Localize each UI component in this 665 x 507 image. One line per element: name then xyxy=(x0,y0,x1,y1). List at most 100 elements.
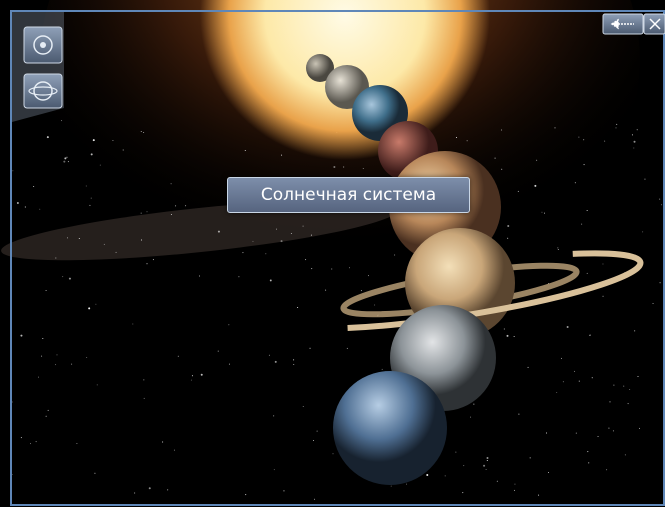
star xyxy=(185,205,187,207)
star xyxy=(103,243,105,245)
star xyxy=(281,154,283,156)
star xyxy=(578,136,580,138)
star xyxy=(190,379,192,381)
star xyxy=(637,375,639,377)
star xyxy=(280,240,283,243)
star xyxy=(513,489,515,491)
star xyxy=(99,164,101,166)
star xyxy=(24,206,26,208)
star xyxy=(302,225,304,227)
star xyxy=(566,326,569,329)
star xyxy=(89,204,91,206)
star xyxy=(348,267,350,269)
star xyxy=(143,131,145,133)
star xyxy=(238,276,240,278)
star xyxy=(578,380,580,382)
star xyxy=(217,350,219,352)
star xyxy=(613,384,615,386)
star xyxy=(228,324,230,326)
star xyxy=(426,474,429,477)
star xyxy=(146,211,148,213)
star xyxy=(494,157,496,159)
star xyxy=(297,307,299,309)
star xyxy=(33,185,35,187)
star xyxy=(583,164,585,166)
star xyxy=(141,239,143,241)
star xyxy=(514,483,516,485)
star xyxy=(346,347,348,349)
star xyxy=(143,397,145,399)
star xyxy=(367,275,369,277)
star xyxy=(148,487,151,490)
star xyxy=(534,184,537,187)
star xyxy=(45,415,47,417)
button-close[interactable] xyxy=(643,13,665,35)
star xyxy=(198,275,200,277)
star xyxy=(47,409,49,411)
star xyxy=(581,223,583,225)
star xyxy=(485,469,487,471)
star xyxy=(41,355,43,357)
button-orbit[interactable] xyxy=(23,73,63,109)
star xyxy=(506,334,509,337)
star xyxy=(242,252,244,254)
star xyxy=(140,130,142,132)
star xyxy=(39,208,41,210)
star xyxy=(623,385,625,387)
button-back[interactable] xyxy=(602,13,644,35)
window-frame xyxy=(10,10,665,506)
star xyxy=(170,213,172,215)
star xyxy=(283,490,285,492)
star xyxy=(574,182,576,184)
star xyxy=(615,127,617,129)
star xyxy=(67,161,69,163)
star xyxy=(536,159,538,161)
star xyxy=(608,427,610,429)
star xyxy=(557,247,559,249)
star xyxy=(362,167,364,169)
star xyxy=(501,129,503,131)
star xyxy=(518,413,520,415)
star xyxy=(588,462,590,464)
star xyxy=(548,471,550,473)
star xyxy=(217,230,220,233)
star xyxy=(557,249,559,251)
star xyxy=(177,355,179,357)
star xyxy=(562,381,564,383)
star xyxy=(503,328,505,330)
title-label: Солнечная система xyxy=(227,177,470,213)
star xyxy=(38,376,40,378)
star xyxy=(61,120,63,122)
mercury xyxy=(306,54,334,82)
star xyxy=(45,290,47,292)
star xyxy=(62,276,64,278)
star xyxy=(561,357,563,359)
star xyxy=(167,489,169,491)
star xyxy=(517,190,519,192)
star xyxy=(507,237,509,239)
star xyxy=(583,139,585,141)
star xyxy=(473,403,475,405)
star xyxy=(486,460,488,462)
star xyxy=(455,451,457,453)
star xyxy=(293,364,295,366)
star xyxy=(633,147,635,149)
star xyxy=(293,359,295,361)
star xyxy=(642,231,644,233)
star xyxy=(273,469,275,471)
star xyxy=(68,277,71,280)
star xyxy=(544,212,546,214)
star xyxy=(631,134,633,136)
star xyxy=(394,254,396,256)
star xyxy=(20,437,22,439)
star xyxy=(633,140,636,143)
star xyxy=(556,392,558,394)
star xyxy=(390,485,392,487)
star xyxy=(305,259,307,261)
star xyxy=(29,443,31,445)
star xyxy=(173,449,175,451)
star xyxy=(332,453,334,455)
button-view[interactable] xyxy=(23,26,63,64)
star xyxy=(274,360,277,363)
star xyxy=(612,430,614,432)
